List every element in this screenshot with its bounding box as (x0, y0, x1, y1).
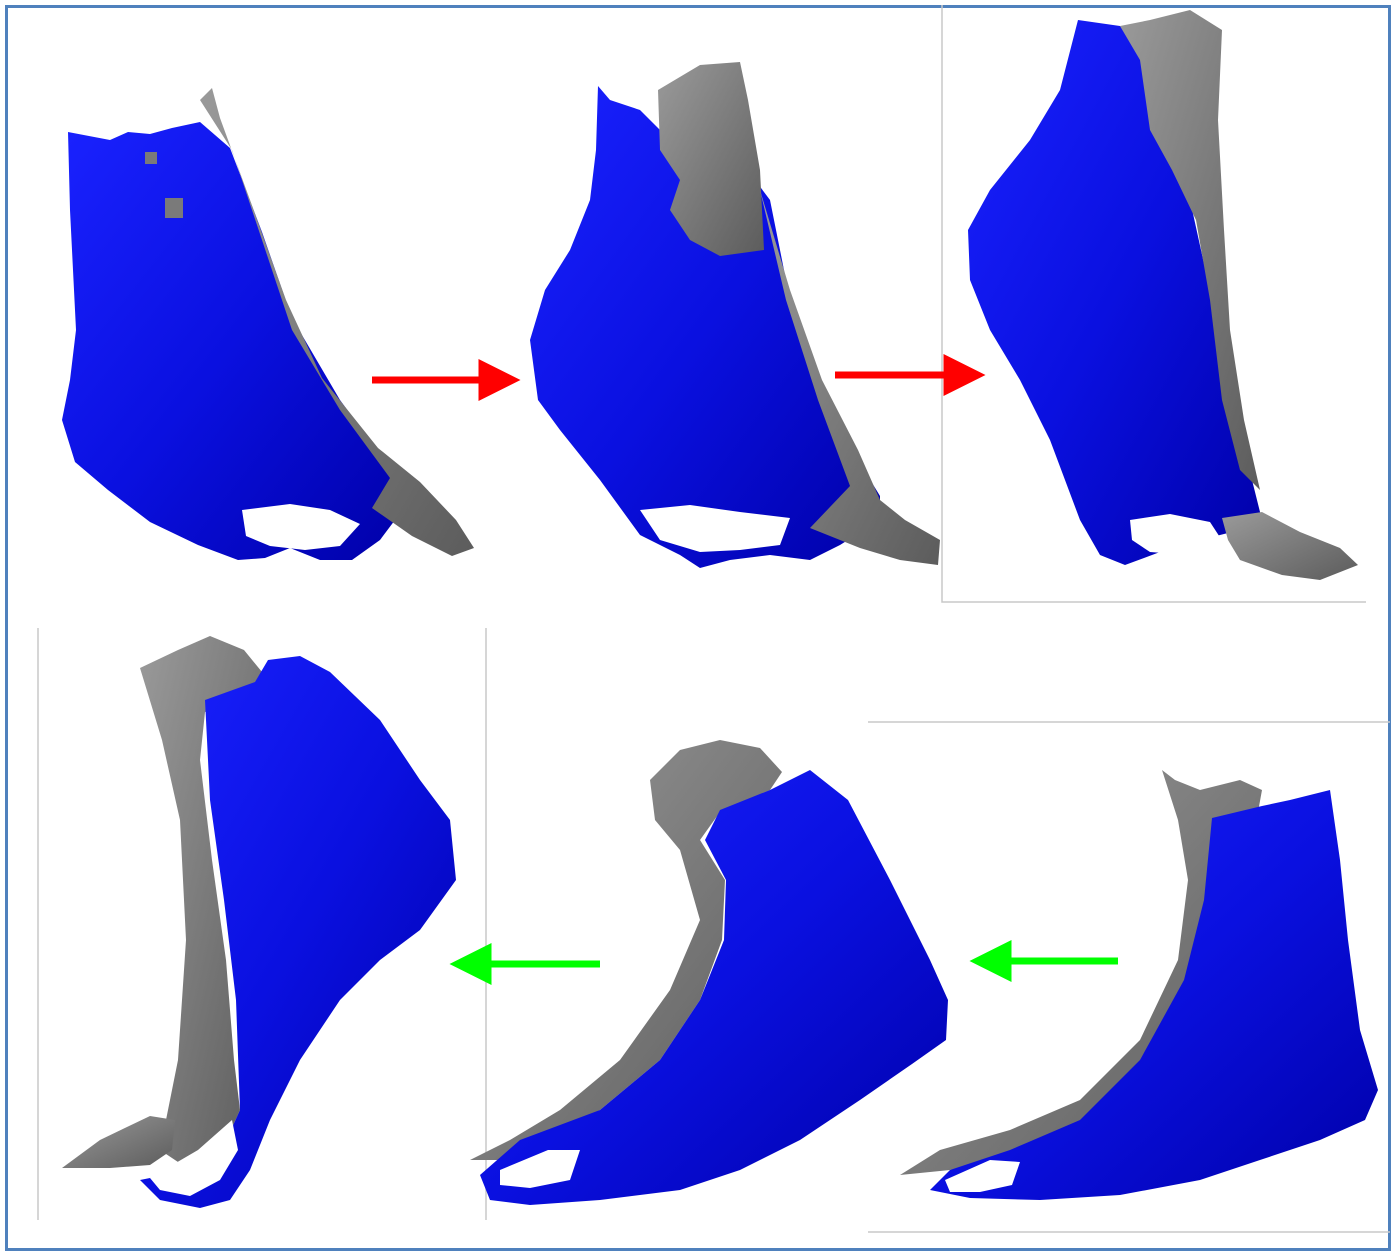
blue-region (62, 122, 404, 560)
blue-region (480, 770, 948, 1205)
blue-region (140, 656, 456, 1208)
grey-region (470, 740, 782, 1160)
grey-region (62, 1116, 175, 1168)
gap-region (945, 1160, 1020, 1192)
grey-region (1120, 10, 1260, 490)
foot-model-p6 (900, 770, 1378, 1200)
foot-model-p2 (530, 62, 940, 568)
gap-region (640, 505, 790, 552)
grey-patch (145, 152, 157, 164)
foot-model-p4 (62, 636, 456, 1208)
blue-region (530, 86, 880, 568)
foot-model-p1 (62, 88, 474, 560)
grey-patch (165, 198, 183, 218)
grey-region (658, 62, 764, 256)
grey-region (760, 190, 940, 565)
gap-region (1130, 514, 1225, 555)
foot-model-p5 (470, 740, 948, 1205)
blue-region (968, 20, 1262, 565)
panel-outline-p6 (868, 721, 1390, 1233)
figure-frame (5, 5, 1391, 1251)
gap-region (500, 1150, 580, 1188)
gap-region (242, 504, 360, 550)
grey-region (140, 636, 262, 1170)
grey-region (1222, 512, 1358, 580)
panel-outline-p4 (37, 628, 487, 1220)
panel-outline-p3 (941, 5, 1366, 603)
foot-model-p3 (968, 10, 1358, 580)
blue-region (930, 790, 1378, 1200)
gap-region (150, 1120, 238, 1196)
